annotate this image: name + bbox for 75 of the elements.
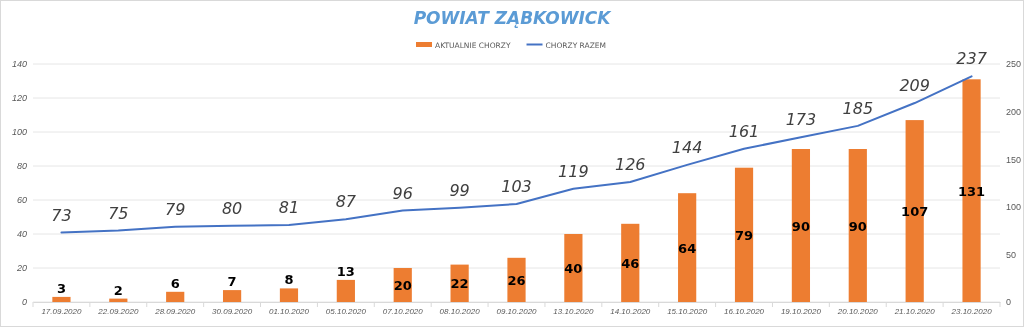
bar (564, 234, 583, 302)
y2-tick-label: 0 (1006, 297, 1012, 308)
x-tick-label: 23.10.2020 (950, 306, 993, 316)
y2-tick-label: 50 (1006, 249, 1017, 260)
data-label: 3 (56, 280, 66, 296)
bar (848, 149, 867, 302)
x-tick-label: 13.10.2020 (553, 306, 594, 316)
data-label: 90 (791, 218, 810, 234)
data-label: 40 (564, 261, 583, 276)
x-tick-label: 22.09.2020 (97, 306, 139, 316)
y-tick-label: 60 (16, 195, 27, 206)
x-tick-label: 16.10.2020 (724, 306, 765, 316)
y2-tick-label: 200 (1006, 106, 1022, 117)
data-label: 173 (785, 110, 817, 130)
data-label: 103 (501, 176, 532, 196)
x-tick-label: 14.10.2020 (610, 306, 651, 316)
x-tick-label: 15.10.2020 (667, 306, 708, 316)
x-tick-label: 30.09.2020 (212, 306, 253, 316)
bar (279, 288, 299, 302)
y-tick-label: 80 (16, 161, 27, 172)
data-label: 26 (507, 272, 526, 288)
data-label: 79 (734, 227, 754, 243)
y2-tick-label: 100 (1006, 202, 1022, 213)
data-label: 79 (165, 199, 186, 219)
data-label: 185 (842, 98, 874, 118)
data-label: 6 (170, 275, 180, 291)
data-label: 161 (728, 121, 760, 141)
data-label: 144 (671, 137, 703, 157)
data-label: 73 (51, 205, 72, 225)
y2-tick-label: 150 (1006, 154, 1022, 165)
data-label: 22 (450, 276, 469, 292)
data-label: 126 (614, 155, 646, 175)
y-tick-label: 0 (21, 297, 27, 308)
bar (52, 296, 71, 302)
bar (734, 167, 754, 302)
data-label: 96 (392, 183, 413, 203)
x-tick-label: 09.10.2020 (496, 306, 538, 316)
data-label: 90 (848, 218, 867, 234)
x-tick-label: 21.10.2020 (893, 306, 936, 316)
data-label: 81 (278, 197, 300, 217)
data-label: 87 (335, 192, 357, 212)
data-label: 7 (227, 274, 237, 290)
bar (166, 291, 185, 302)
bar (336, 279, 355, 302)
x-tick-label: 01.10.2020 (268, 306, 310, 316)
x-tick-label: 19.10.2020 (780, 306, 822, 316)
data-label: 119 (558, 161, 589, 181)
data-label: 75 (108, 203, 129, 223)
data-label: 20 (393, 278, 412, 293)
data-label: 99 (449, 180, 470, 200)
bar (222, 290, 242, 302)
chart-title: POWIAT ZĄBKOWICK (413, 8, 613, 28)
data-label: 46 (621, 255, 640, 271)
x-tick-label: 07.10.2020 (382, 306, 424, 316)
y2-tick-label: 250 (1006, 59, 1022, 70)
y-tick-label: 140 (11, 59, 27, 70)
x-tick-label: 05.10.2020 (325, 306, 367, 316)
data-label: 64 (678, 240, 697, 256)
bar (791, 149, 811, 302)
bar (621, 223, 640, 302)
x-tick-label: 17.09.2020 (41, 306, 83, 316)
x-tick-label: 28.09.2020 (154, 306, 196, 316)
data-label: 8 (284, 272, 294, 288)
bar (678, 193, 697, 302)
x-tick-label: 20.10.2020 (836, 306, 879, 316)
y-tick-label: 120 (11, 93, 27, 104)
data-label: 209 (899, 76, 930, 96)
data-label: 237 (956, 49, 988, 69)
data-label: 13 (336, 263, 355, 279)
x-tick-label: 08.10.2020 (439, 306, 481, 316)
y-tick-label: 20 (15, 263, 27, 274)
data-label: 2 (113, 282, 123, 298)
y-tick-label: 100 (11, 127, 27, 138)
data-label: 80 (221, 198, 243, 218)
y-tick-label: 40 (16, 229, 27, 240)
